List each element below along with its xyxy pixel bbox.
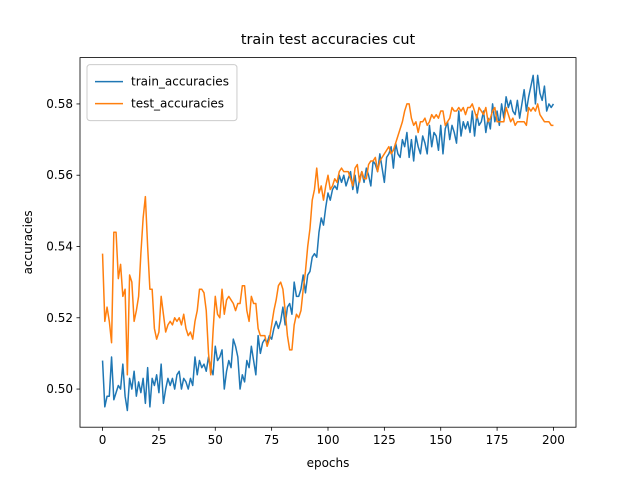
- y-tick-label: 0.56: [46, 168, 73, 182]
- series-line: [101, 103, 554, 376]
- x-tick-label: 100: [317, 433, 340, 447]
- x-tick-label: 75: [264, 433, 279, 447]
- legend-box: [86, 64, 238, 122]
- x-tick-label: 0: [99, 433, 107, 447]
- x-axis-label: epochs: [307, 456, 350, 470]
- plot-area: [101, 74, 555, 412]
- y-tick-label: 0.58: [46, 97, 73, 111]
- y-axis-label: accuracies: [21, 210, 35, 274]
- x-tick-label: 200: [542, 433, 565, 447]
- legend-label: train_accuracies: [131, 75, 229, 89]
- y-tick-label: 0.52: [46, 311, 73, 325]
- legend-label: test_accuracies: [131, 97, 224, 111]
- series-line: [101, 74, 555, 412]
- y-tick-label: 0.50: [46, 382, 73, 396]
- chart-title: train test accuracies cut: [241, 32, 416, 48]
- x-tick-label: 175: [486, 433, 509, 447]
- x-tick-label: 150: [429, 433, 452, 447]
- y-tick-label: 0.54: [46, 239, 73, 253]
- legend: train_accuracies test_accuracies: [86, 64, 238, 122]
- x-tick-label: 125: [373, 433, 396, 447]
- x-tick-label: 25: [151, 433, 166, 447]
- x-tick-label: 50: [208, 433, 223, 447]
